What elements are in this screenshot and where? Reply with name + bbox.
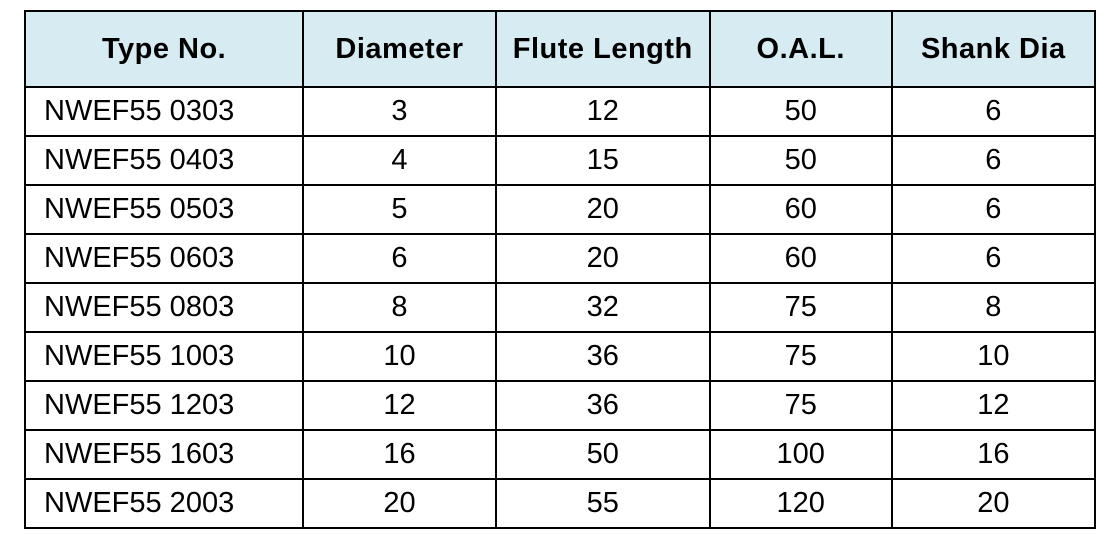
- cell-shank: 6: [892, 234, 1095, 283]
- cell-dia: 16: [303, 430, 496, 479]
- cell-flute: 20: [496, 185, 710, 234]
- col-header-shank: Shank Dia: [892, 11, 1095, 87]
- table-row: NWEF55 0803 8 32 75 8: [25, 283, 1095, 332]
- cell-oal: 75: [710, 283, 892, 332]
- table-row: NWEF55 1203 12 36 75 12: [25, 381, 1095, 430]
- cell-dia: 20: [303, 479, 496, 528]
- cell-oal: 75: [710, 381, 892, 430]
- table-body: NWEF55 0303 3 12 50 6 NWEF55 0403 4 15 5…: [25, 87, 1095, 528]
- cell-type: NWEF55 0603: [25, 234, 303, 283]
- cell-dia: 5: [303, 185, 496, 234]
- cell-shank: 8: [892, 283, 1095, 332]
- cell-oal: 120: [710, 479, 892, 528]
- cell-type: NWEF55 0503: [25, 185, 303, 234]
- col-header-type: Type No.: [25, 11, 303, 87]
- cell-flute: 55: [496, 479, 710, 528]
- cell-dia: 3: [303, 87, 496, 136]
- cell-flute: 50: [496, 430, 710, 479]
- cell-type: NWEF55 1203: [25, 381, 303, 430]
- cell-dia: 10: [303, 332, 496, 381]
- cell-type: NWEF55 1603: [25, 430, 303, 479]
- cell-dia: 12: [303, 381, 496, 430]
- table-row: NWEF55 0403 4 15 50 6: [25, 136, 1095, 185]
- table-header-row: Type No. Diameter Flute Length O.A.L. Sh…: [25, 11, 1095, 87]
- cell-dia: 8: [303, 283, 496, 332]
- cell-type: NWEF55 0403: [25, 136, 303, 185]
- table-row: NWEF55 0303 3 12 50 6: [25, 87, 1095, 136]
- cell-flute: 15: [496, 136, 710, 185]
- cell-shank: 12: [892, 381, 1095, 430]
- cell-oal: 100: [710, 430, 892, 479]
- cell-oal: 75: [710, 332, 892, 381]
- table-row: NWEF55 1603 16 50 100 16: [25, 430, 1095, 479]
- cell-flute: 20: [496, 234, 710, 283]
- col-header-dia: Diameter: [303, 11, 496, 87]
- cell-dia: 6: [303, 234, 496, 283]
- cell-type: NWEF55 1003: [25, 332, 303, 381]
- cell-oal: 50: [710, 136, 892, 185]
- cell-flute: 36: [496, 332, 710, 381]
- cell-oal: 60: [710, 234, 892, 283]
- cell-dia: 4: [303, 136, 496, 185]
- cell-type: NWEF55 0803: [25, 283, 303, 332]
- cell-oal: 60: [710, 185, 892, 234]
- col-header-oal: O.A.L.: [710, 11, 892, 87]
- table-row: NWEF55 1003 10 36 75 10: [25, 332, 1095, 381]
- cell-shank: 16: [892, 430, 1095, 479]
- cell-type: NWEF55 2003: [25, 479, 303, 528]
- col-header-flute: Flute Length: [496, 11, 710, 87]
- cell-flute: 32: [496, 283, 710, 332]
- cell-shank: 6: [892, 87, 1095, 136]
- table-row: NWEF55 2003 20 55 120 20: [25, 479, 1095, 528]
- cell-shank: 20: [892, 479, 1095, 528]
- specs-table: Type No. Diameter Flute Length O.A.L. Sh…: [24, 10, 1096, 529]
- cell-oal: 50: [710, 87, 892, 136]
- table-row: NWEF55 0603 6 20 60 6: [25, 234, 1095, 283]
- table-row: NWEF55 0503 5 20 60 6: [25, 185, 1095, 234]
- cell-shank: 6: [892, 185, 1095, 234]
- cell-shank: 6: [892, 136, 1095, 185]
- cell-type: NWEF55 0303: [25, 87, 303, 136]
- cell-flute: 36: [496, 381, 710, 430]
- cell-shank: 10: [892, 332, 1095, 381]
- cell-flute: 12: [496, 87, 710, 136]
